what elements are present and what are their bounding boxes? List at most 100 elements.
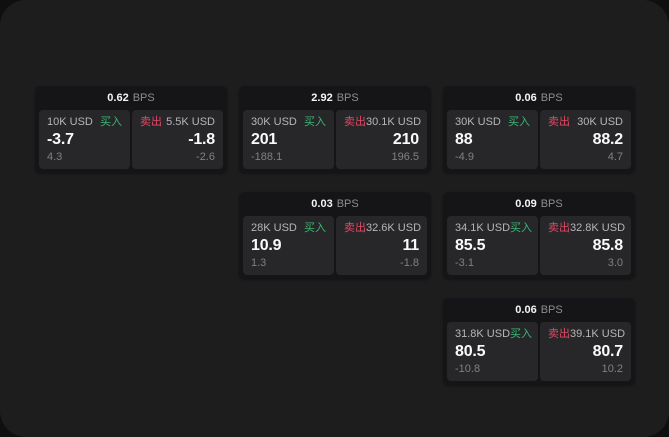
sell-panel-top: 卖出 32.6K USD xyxy=(344,222,422,234)
sell-panel[interactable]: 卖出 39.1K USD 80.7 10.2 xyxy=(540,322,631,381)
quote-card: 2.92 BPS 30K USD 买入 201 -188.1 卖出 30.1K … xyxy=(239,86,431,173)
sell-side-label: 卖出 xyxy=(344,222,366,234)
spread-unit-label: BPS xyxy=(540,303,563,316)
buy-panel[interactable]: 10K USD 买入 -3.7 4.3 xyxy=(39,110,130,169)
spread-unit-label: BPS xyxy=(132,91,155,104)
spread-header: 0.06 BPS xyxy=(443,298,635,319)
buy-side-label: 买入 xyxy=(304,116,326,128)
sell-side-label: 卖出 xyxy=(548,116,570,128)
quote-card: 0.09 BPS 34.1K USD 买入 85.5 -3.1 卖出 32.8K… xyxy=(443,192,635,279)
quote-card: 0.62 BPS 10K USD 买入 -3.7 4.3 卖出 5.5K USD… xyxy=(35,86,227,173)
quote-panels: 30K USD 买入 201 -188.1 卖出 30.1K USD 210 1… xyxy=(239,107,431,173)
sell-side-label: 卖出 xyxy=(548,222,570,234)
spread-header: 0.62 BPS xyxy=(35,86,227,107)
spread-unit-label: BPS xyxy=(540,91,563,104)
buy-amount: 31.8K USD xyxy=(455,328,511,340)
spread-value: 0.03 xyxy=(311,197,333,210)
buy-delta: -4.9 xyxy=(455,151,474,163)
buy-amount: 34.1K USD xyxy=(455,222,511,234)
buy-delta: 4.3 xyxy=(47,151,63,163)
buy-panel[interactable]: 28K USD 买入 10.9 1.3 xyxy=(243,216,334,275)
sell-delta: 4.7 xyxy=(607,151,623,163)
quote-cards-grid: 0.62 BPS 10K USD 买入 -3.7 4.3 卖出 5.5K USD… xyxy=(35,86,635,385)
spread-header: 0.06 BPS xyxy=(443,86,635,107)
buy-panel[interactable]: 34.1K USD 买入 85.5 -3.1 xyxy=(447,216,538,275)
sell-price: 80.7 xyxy=(592,343,624,360)
spread-header: 0.09 BPS xyxy=(443,192,635,213)
sell-price: -1.8 xyxy=(188,131,215,148)
buy-panel-top: 34.1K USD 买入 xyxy=(455,222,533,234)
sell-side-label: 卖出 xyxy=(548,328,570,340)
sell-amount: 32.8K USD xyxy=(570,222,626,234)
buy-amount: 30K USD xyxy=(455,116,501,128)
sell-delta: 196.5 xyxy=(391,151,419,163)
quote-panels: 31.8K USD 买入 80.5 -10.8 卖出 39.1K USD 80.… xyxy=(443,319,635,385)
quote-card: 0.03 BPS 28K USD 买入 10.9 1.3 卖出 32.6K US… xyxy=(239,192,431,279)
sell-panel[interactable]: 卖出 32.8K USD 85.8 3.0 xyxy=(540,216,631,275)
sell-price: 11 xyxy=(402,237,419,254)
sell-delta: -2.6 xyxy=(196,151,215,163)
sell-panel-top: 卖出 30.1K USD xyxy=(344,116,422,128)
buy-side-label: 买入 xyxy=(304,222,326,234)
buy-panel[interactable]: 30K USD 买入 88 -4.9 xyxy=(447,110,538,169)
quote-panels: 30K USD 买入 88 -4.9 卖出 30K USD 88.2 4.7 xyxy=(443,107,635,173)
quote-card: 0.06 BPS 30K USD 买入 88 -4.9 卖出 30K USD 8… xyxy=(443,86,635,173)
buy-delta: -188.1 xyxy=(251,151,283,163)
quote-panels: 28K USD 买入 10.9 1.3 卖出 32.6K USD 11 -1.8 xyxy=(239,213,431,279)
sell-delta: 3.0 xyxy=(607,257,623,269)
spread-value: 0.06 xyxy=(515,303,537,316)
buy-panel-top: 30K USD 买入 xyxy=(455,117,530,128)
spread-header: 0.03 BPS xyxy=(239,192,431,213)
spread-value: 0.09 xyxy=(515,197,537,210)
buy-panel-top: 28K USD 买入 xyxy=(251,223,326,234)
buy-amount: 30K USD xyxy=(251,116,297,128)
sell-panel[interactable]: 卖出 32.6K USD 11 -1.8 xyxy=(336,216,427,275)
buy-panel-top: 31.8K USD 买入 xyxy=(455,328,533,340)
buy-delta: -10.8 xyxy=(455,363,481,375)
buy-side-label: 买入 xyxy=(510,328,533,340)
sell-panel-top: 卖出 30K USD xyxy=(548,117,623,128)
quote-panels: 10K USD 买入 -3.7 4.3 卖出 5.5K USD -1.8 -2.… xyxy=(35,107,227,173)
spread-value: 0.62 xyxy=(107,91,129,104)
sell-delta: 10.2 xyxy=(601,363,623,375)
sell-amount: 30.1K USD xyxy=(366,116,422,128)
buy-price: -3.7 xyxy=(47,131,74,148)
spread-unit-label: BPS xyxy=(336,91,359,104)
buy-panel-top: 10K USD 买入 xyxy=(47,117,122,128)
buy-price: 201 xyxy=(251,131,278,148)
buy-price: 80.5 xyxy=(455,343,486,360)
buy-panel[interactable]: 31.8K USD 买入 80.5 -10.8 xyxy=(447,322,538,381)
quote-card: 0.06 BPS 31.8K USD 买入 80.5 -10.8 卖出 39.1… xyxy=(443,298,635,385)
sell-side-label: 卖出 xyxy=(344,116,366,128)
buy-side-label: 买入 xyxy=(508,116,530,128)
sell-panel-top: 卖出 39.1K USD xyxy=(548,328,626,340)
sell-panel[interactable]: 卖出 30K USD 88.2 4.7 xyxy=(540,110,631,169)
sell-panel-top: 卖出 5.5K USD xyxy=(140,117,215,128)
buy-side-label: 买入 xyxy=(510,222,533,234)
sell-price: 88.2 xyxy=(592,131,624,148)
spread-value: 0.06 xyxy=(515,91,537,104)
buy-price: 10.9 xyxy=(251,237,282,254)
spread-header: 2.92 BPS xyxy=(239,86,431,107)
sell-side-label: 卖出 xyxy=(140,116,162,128)
buy-amount: 28K USD xyxy=(251,222,297,234)
buy-price: 88 xyxy=(455,131,473,148)
buy-amount: 10K USD xyxy=(47,116,93,128)
buy-delta: 1.3 xyxy=(251,257,267,269)
buy-panel[interactable]: 30K USD 买入 201 -188.1 xyxy=(243,110,334,169)
sell-price: 85.8 xyxy=(592,237,624,254)
buy-panel-top: 30K USD 买入 xyxy=(251,117,326,128)
sell-amount: 32.6K USD xyxy=(366,222,422,234)
sell-panel-top: 卖出 32.8K USD xyxy=(548,222,626,234)
quote-panels: 34.1K USD 买入 85.5 -3.1 卖出 32.8K USD 85.8… xyxy=(443,213,635,279)
sell-panel[interactable]: 卖出 5.5K USD -1.8 -2.6 xyxy=(132,110,223,169)
sell-amount: 5.5K USD xyxy=(166,116,215,128)
spread-unit-label: BPS xyxy=(540,197,563,210)
spread-value: 2.92 xyxy=(311,91,333,104)
sell-panel[interactable]: 卖出 30.1K USD 210 196.5 xyxy=(336,110,427,169)
buy-delta: -3.1 xyxy=(455,257,474,269)
buy-side-label: 买入 xyxy=(100,116,122,128)
sell-amount: 39.1K USD xyxy=(570,328,626,340)
sell-amount: 30K USD xyxy=(577,116,623,128)
